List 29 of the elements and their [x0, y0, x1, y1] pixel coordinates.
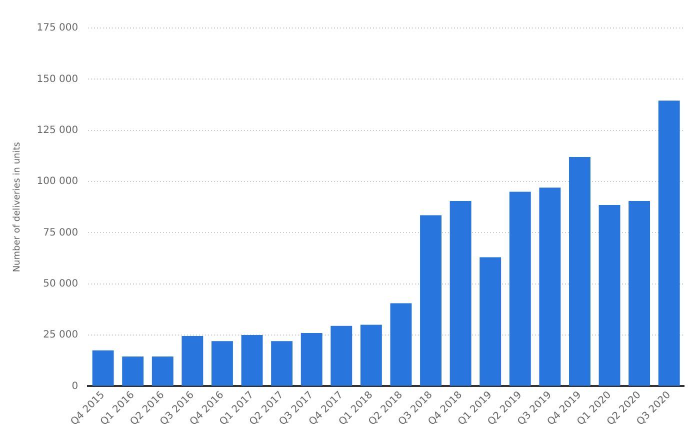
bar [211, 341, 233, 386]
y-tick-label: 150 000 [36, 74, 78, 85]
bar [241, 335, 263, 386]
y-tick-label: 175 000 [36, 22, 78, 34]
bar [539, 188, 561, 386]
bar [271, 341, 293, 386]
bar [330, 326, 352, 386]
y-tick-label: 50 000 [43, 278, 78, 290]
bar [390, 303, 412, 386]
bar [420, 215, 442, 386]
y-tick-label: 25 000 [43, 330, 78, 341]
bar [509, 192, 531, 386]
y-tick-label: 0 [72, 380, 78, 392]
bar [182, 336, 204, 386]
y-tick-label: 75 000 [43, 227, 78, 238]
y-tick-label: 125 000 [36, 124, 78, 136]
bar [569, 156, 590, 386]
bar [628, 200, 650, 386]
bar [122, 356, 144, 386]
bar [480, 257, 502, 386]
bar [658, 100, 680, 386]
y-axis-title: Number of deliveries in units [12, 142, 23, 272]
bar [450, 200, 472, 386]
bar [598, 205, 620, 386]
y-tick-label: 100 000 [36, 176, 78, 188]
bar [300, 332, 322, 386]
bar [152, 356, 174, 386]
bar [92, 350, 114, 386]
bar [360, 324, 382, 386]
